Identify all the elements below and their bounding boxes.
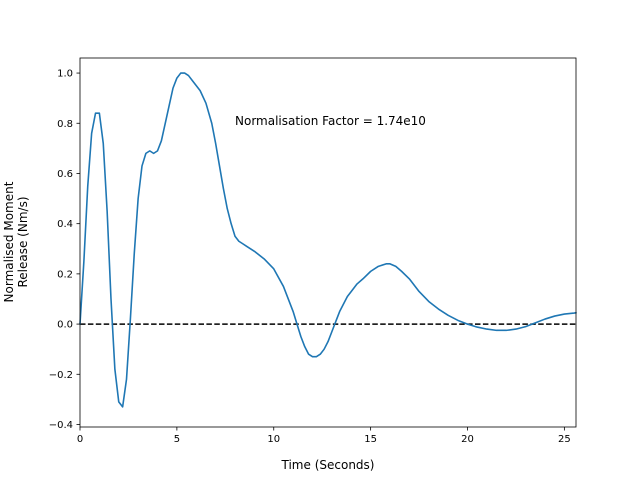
- x-axis-ticks: 0 5 10 15 20 25: [77, 427, 571, 445]
- plot-area-frame: [79, 57, 577, 428]
- y-tick-label: 0.2: [57, 269, 73, 280]
- y-axis-ticks: −0.4 −0.2 0.0 0.2 0.4 0.6 0.8 1.0: [49, 69, 80, 431]
- normalisation-factor-annotation: Normalisation Factor = 1.74e10: [235, 114, 426, 128]
- y-tick-label: 0.0: [57, 320, 73, 331]
- y-tick-label: 1.0: [57, 69, 73, 80]
- y-axis-label: Normalised Moment Release (Nm/s): [2, 181, 30, 302]
- y-tick-label: 0.6: [57, 169, 73, 180]
- x-tick-label: 25: [558, 434, 571, 445]
- x-tick-label: 20: [461, 434, 474, 445]
- y-axis-label-line-2: Release (Nm/s): [16, 196, 30, 287]
- y-tick-label: −0.2: [49, 370, 73, 381]
- y-tick-label: −0.4: [49, 420, 73, 431]
- x-tick-label: 15: [364, 434, 377, 445]
- y-axis-label-line-1: Normalised Moment: [2, 181, 16, 302]
- series-line-0: [79, 72, 577, 408]
- y-tick-label: 0.8: [57, 119, 73, 130]
- x-tick-label: 5: [174, 434, 180, 445]
- y-tick-label: 0.4: [57, 219, 73, 230]
- series-layer: [79, 72, 577, 408]
- x-tick-label: 10: [267, 434, 280, 445]
- x-axis-label: Time (Seconds): [281, 458, 375, 472]
- x-tick-label: 0: [77, 434, 83, 445]
